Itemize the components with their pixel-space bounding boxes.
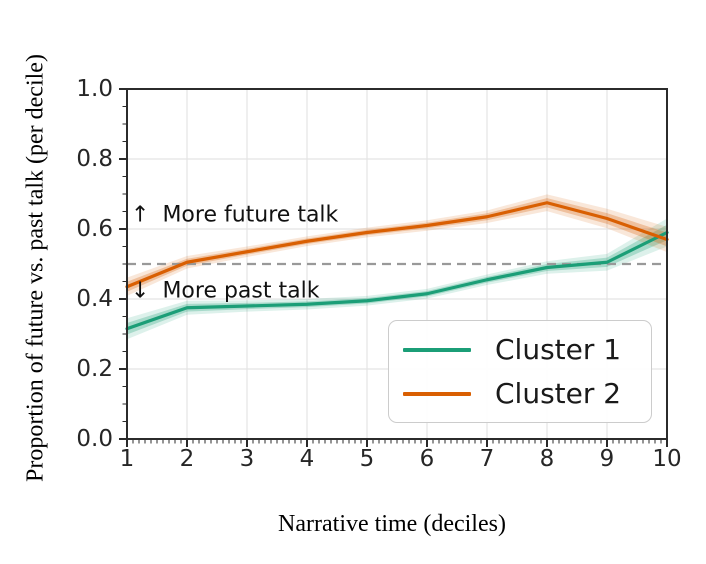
confidence-band-cluster-1 — [127, 218, 667, 340]
y-tick-label: 1.0 — [76, 76, 113, 102]
annotation-future-text: More future talk — [162, 202, 339, 228]
y-tick-label: 0.0 — [76, 426, 113, 452]
x-tick-label: 9 — [599, 446, 615, 472]
down-arrow-icon: ↓ — [131, 278, 150, 304]
legend-entry-cluster-1: Cluster 1 — [389, 332, 651, 366]
legend-entry-cluster-2: Cluster 2 — [389, 376, 651, 410]
y-tick-label: 0.8 — [76, 146, 113, 172]
x-axis-label: Narrative time (deciles) — [278, 511, 506, 537]
up-arrow-icon: ↑ — [131, 202, 150, 228]
y-tick-label: 0.6 — [76, 216, 113, 242]
x-tick-label: 10 — [652, 446, 682, 472]
cluster-2-line-swatch — [403, 391, 471, 396]
y-tick-label: 0.4 — [76, 286, 113, 312]
annotation-more-future-talk: ↑ More future talk — [131, 203, 338, 228]
x-tick-label: 5 — [359, 446, 375, 472]
line-cluster-2 — [125, 201, 669, 289]
y-axis-label: Proportion of future vs. past talk (per … — [22, 54, 49, 482]
x-tick-label: 8 — [539, 446, 555, 472]
cluster-1-line-swatch — [403, 347, 471, 352]
annotation-past-text: More past talk — [162, 278, 320, 304]
legend: Cluster 1 Cluster 2 — [388, 320, 652, 423]
legend-label-cluster-2: Cluster 2 — [495, 376, 622, 410]
x-tick-label: 7 — [479, 446, 495, 472]
annotation-more-past-talk: ↓ More past talk — [131, 279, 319, 304]
x-tick-label: 2 — [179, 446, 195, 472]
x-tick-label: 4 — [299, 446, 315, 472]
y-tick-label: 0.2 — [76, 356, 113, 382]
line-cluster-1 — [125, 230, 669, 331]
x-tick-label: 6 — [419, 446, 435, 472]
plot-border — [126, 88, 668, 440]
x-tick-label: 3 — [239, 446, 255, 472]
x-tick-label: 1 — [119, 446, 135, 472]
legend-label-cluster-1: Cluster 1 — [495, 332, 622, 366]
